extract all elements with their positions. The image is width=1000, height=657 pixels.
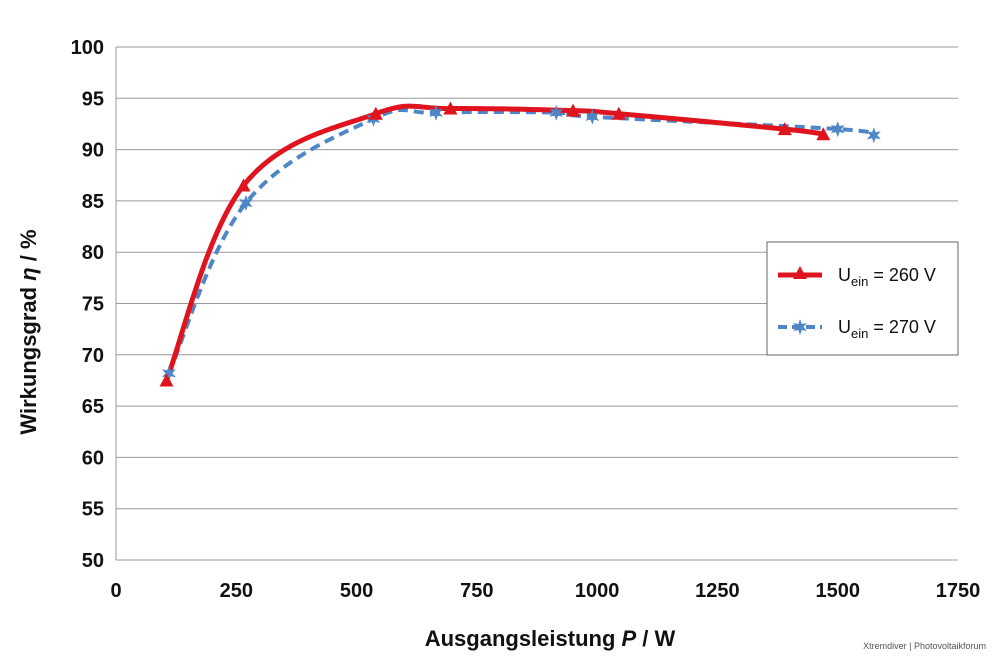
y-tick-label: 75 [82,294,104,316]
legend-label-270: Uein = 270 V [838,317,936,341]
marker-star [585,108,600,125]
y-tick-label: 70 [82,345,104,367]
series-line-1 [167,107,875,375]
y-axis-title: Wirkungsgrad η / % [16,229,41,434]
marker-triangle [611,106,626,120]
x-tick-label: 1000 [575,580,620,602]
legend-label-260: Uein = 260 V [838,265,936,289]
legend: Uein = 260 V Uein = 270 V [766,241,959,356]
y-tick-label: 65 [82,396,104,418]
y-tick-label: 85 [82,191,104,213]
y-tick-label: 95 [82,88,104,110]
y-tick-label: 50 [82,550,104,572]
marker-triangle [777,122,792,136]
marker-triangle [816,127,831,141]
series-markers [159,101,881,387]
x-tick-label: 250 [220,580,253,602]
marker-triangle [443,101,458,115]
series-line-0 [164,103,826,383]
marker-star [239,195,253,211]
marker-star [429,104,443,121]
legend-box [766,241,959,356]
marker-star [162,365,176,382]
y-tick-label: 60 [82,447,104,469]
y-tick-label: 90 [82,140,104,162]
legend-triangle-marker [793,266,807,279]
watermark: Xtremdiver | Photovoltaikforum [863,641,986,651]
marker-triangle [236,178,251,192]
marker-triangle [566,103,581,117]
y-tick-labels: 50 55 60 65 70 75 80 85 90 95 100 [71,37,104,572]
x-tick-label: 0 [110,580,121,602]
x-tick-label: 750 [460,580,493,602]
marker-triangle [159,373,174,387]
marker-triangle [368,106,383,120]
y-tick-label: 55 [82,499,104,521]
legend-star-shape [793,319,807,335]
marker-star [866,127,881,144]
x-tick-label: 1750 [936,580,981,602]
x-tick-label: 500 [340,580,373,602]
x-tick-label: 1500 [815,580,860,602]
gridlines [115,46,958,561]
x-tick-label: 1250 [695,580,740,602]
x-axis-title: Ausgangsleistung P / W [425,626,676,651]
y-tick-label: 100 [71,37,104,59]
legend-star-marker [793,319,807,335]
marker-star [549,104,564,121]
marker-star [830,121,845,138]
y-tick-label: 80 [82,242,104,264]
x-tick-labels: 0 250 500 750 1000 1250 1500 1750 [110,580,980,602]
